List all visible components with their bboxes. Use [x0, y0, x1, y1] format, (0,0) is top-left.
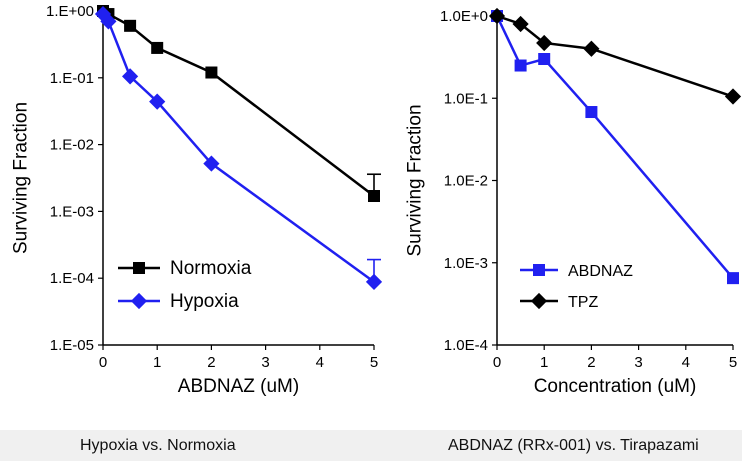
x-axis-title: ABDNAZ (uM) — [178, 376, 299, 397]
chart-1: 1.E+00 1.E-01 1.E-02 1.E-03 1.E-04 1.E-05 0 1 2 3… — [11, 3, 383, 397]
y-axis-title: Surviving Fraction — [11, 102, 32, 254]
x-axis-title: Concentration (uM) — [534, 376, 697, 397]
y-tick-label: 1.0E-1 — [444, 90, 488, 107]
y-tick-label: 1.E-03 — [50, 203, 94, 220]
data-point-normoxia — [124, 19, 137, 32]
series-tpz — [488, 7, 742, 105]
x-tick-label: 1 — [153, 354, 161, 371]
data-point-normoxia — [151, 41, 164, 54]
y-tick-label: 1.0E-2 — [444, 173, 488, 190]
series-line-abdnaz — [495, 15, 734, 279]
x-tick-label: 0 — [99, 354, 107, 371]
x-tick-label: 4 — [316, 354, 324, 371]
data-point-abdnaz — [727, 272, 739, 285]
legend-label-hypoxia: Hypoxia — [170, 291, 239, 312]
series-line-normoxia — [102, 9, 375, 198]
data-point-normoxia — [205, 66, 218, 79]
legend-marker-hypoxia — [130, 292, 148, 310]
left-chart-caption: Hypoxia vs. Normoxia — [80, 437, 236, 454]
legend: ABDNAZ TPZ — [520, 263, 633, 311]
data-point-tpz — [488, 7, 506, 25]
y-tick-label: 1.0E-3 — [444, 255, 488, 272]
series-hypoxia — [94, 5, 383, 291]
data-point-tpz — [512, 15, 529, 33]
data-point-hypoxia — [100, 13, 117, 30]
data-point-hypoxia — [149, 93, 166, 110]
legend-marker-abdnaz — [533, 264, 545, 276]
data-point-hypoxia — [122, 68, 139, 85]
legend-label-abdnaz: ABDNAZ — [568, 263, 633, 280]
legend-label-tpz: TPZ — [568, 294, 598, 311]
data-point-hypoxia — [365, 273, 383, 291]
data-point-normoxia — [368, 190, 380, 203]
caption-bar — [0, 430, 742, 461]
right-chart-caption: ABDNAZ (RRx-001) vs. Tirapazami — [448, 437, 699, 454]
x-tick-label: 2 — [207, 354, 215, 371]
series-line-hypoxia — [101, 13, 375, 283]
y-tick-label: 1.E+00 — [46, 3, 94, 20]
data-point-tpz — [724, 88, 742, 105]
x-tick-label: 3 — [261, 354, 269, 371]
legend: Normoxia Hypoxia — [118, 258, 252, 312]
data-point-abdnaz — [514, 59, 527, 72]
x-tick-label: 5 — [729, 354, 737, 371]
data-point-tpz — [536, 34, 553, 52]
data-point-hypoxia — [203, 155, 220, 172]
series-abdnaz — [491, 10, 739, 285]
legend-label-normoxia: Normoxia — [170, 258, 252, 279]
data-point-abdnaz — [585, 106, 598, 119]
data-point-abdnaz — [538, 53, 551, 66]
y-tick-label: 1.E-01 — [50, 70, 94, 87]
y-tick-label: 1.E-05 — [50, 337, 94, 354]
chart-2: 1.0E+0 1.0E-1 1.0E-2 1.0E-3 1.0E-4 0 1 2 3 4 5 Conc… — [405, 7, 742, 397]
x-tick-label: 3 — [634, 354, 642, 371]
x-tick-label: 4 — [682, 354, 690, 371]
legend-marker-tpz — [530, 292, 548, 310]
series-line-tpz — [496, 14, 734, 98]
legend-marker-normoxia — [133, 262, 145, 274]
series-normoxia — [97, 5, 381, 203]
x-tick-label: 1 — [540, 354, 548, 371]
y-tick-label: 1.E-02 — [50, 137, 94, 154]
x-tick-label: 0 — [493, 354, 501, 371]
x-tick-label: 5 — [370, 354, 378, 371]
y-axis-title: Surviving Fraction — [405, 104, 426, 256]
data-point-tpz — [583, 40, 600, 57]
x-tick-label: 2 — [587, 354, 595, 371]
y-tick-label: 1.0E+0 — [440, 8, 488, 25]
data-point-hypoxia — [94, 5, 112, 23]
y-tick-label: 1.0E-4 — [444, 337, 488, 354]
y-tick-label: 1.E-04 — [50, 270, 94, 287]
